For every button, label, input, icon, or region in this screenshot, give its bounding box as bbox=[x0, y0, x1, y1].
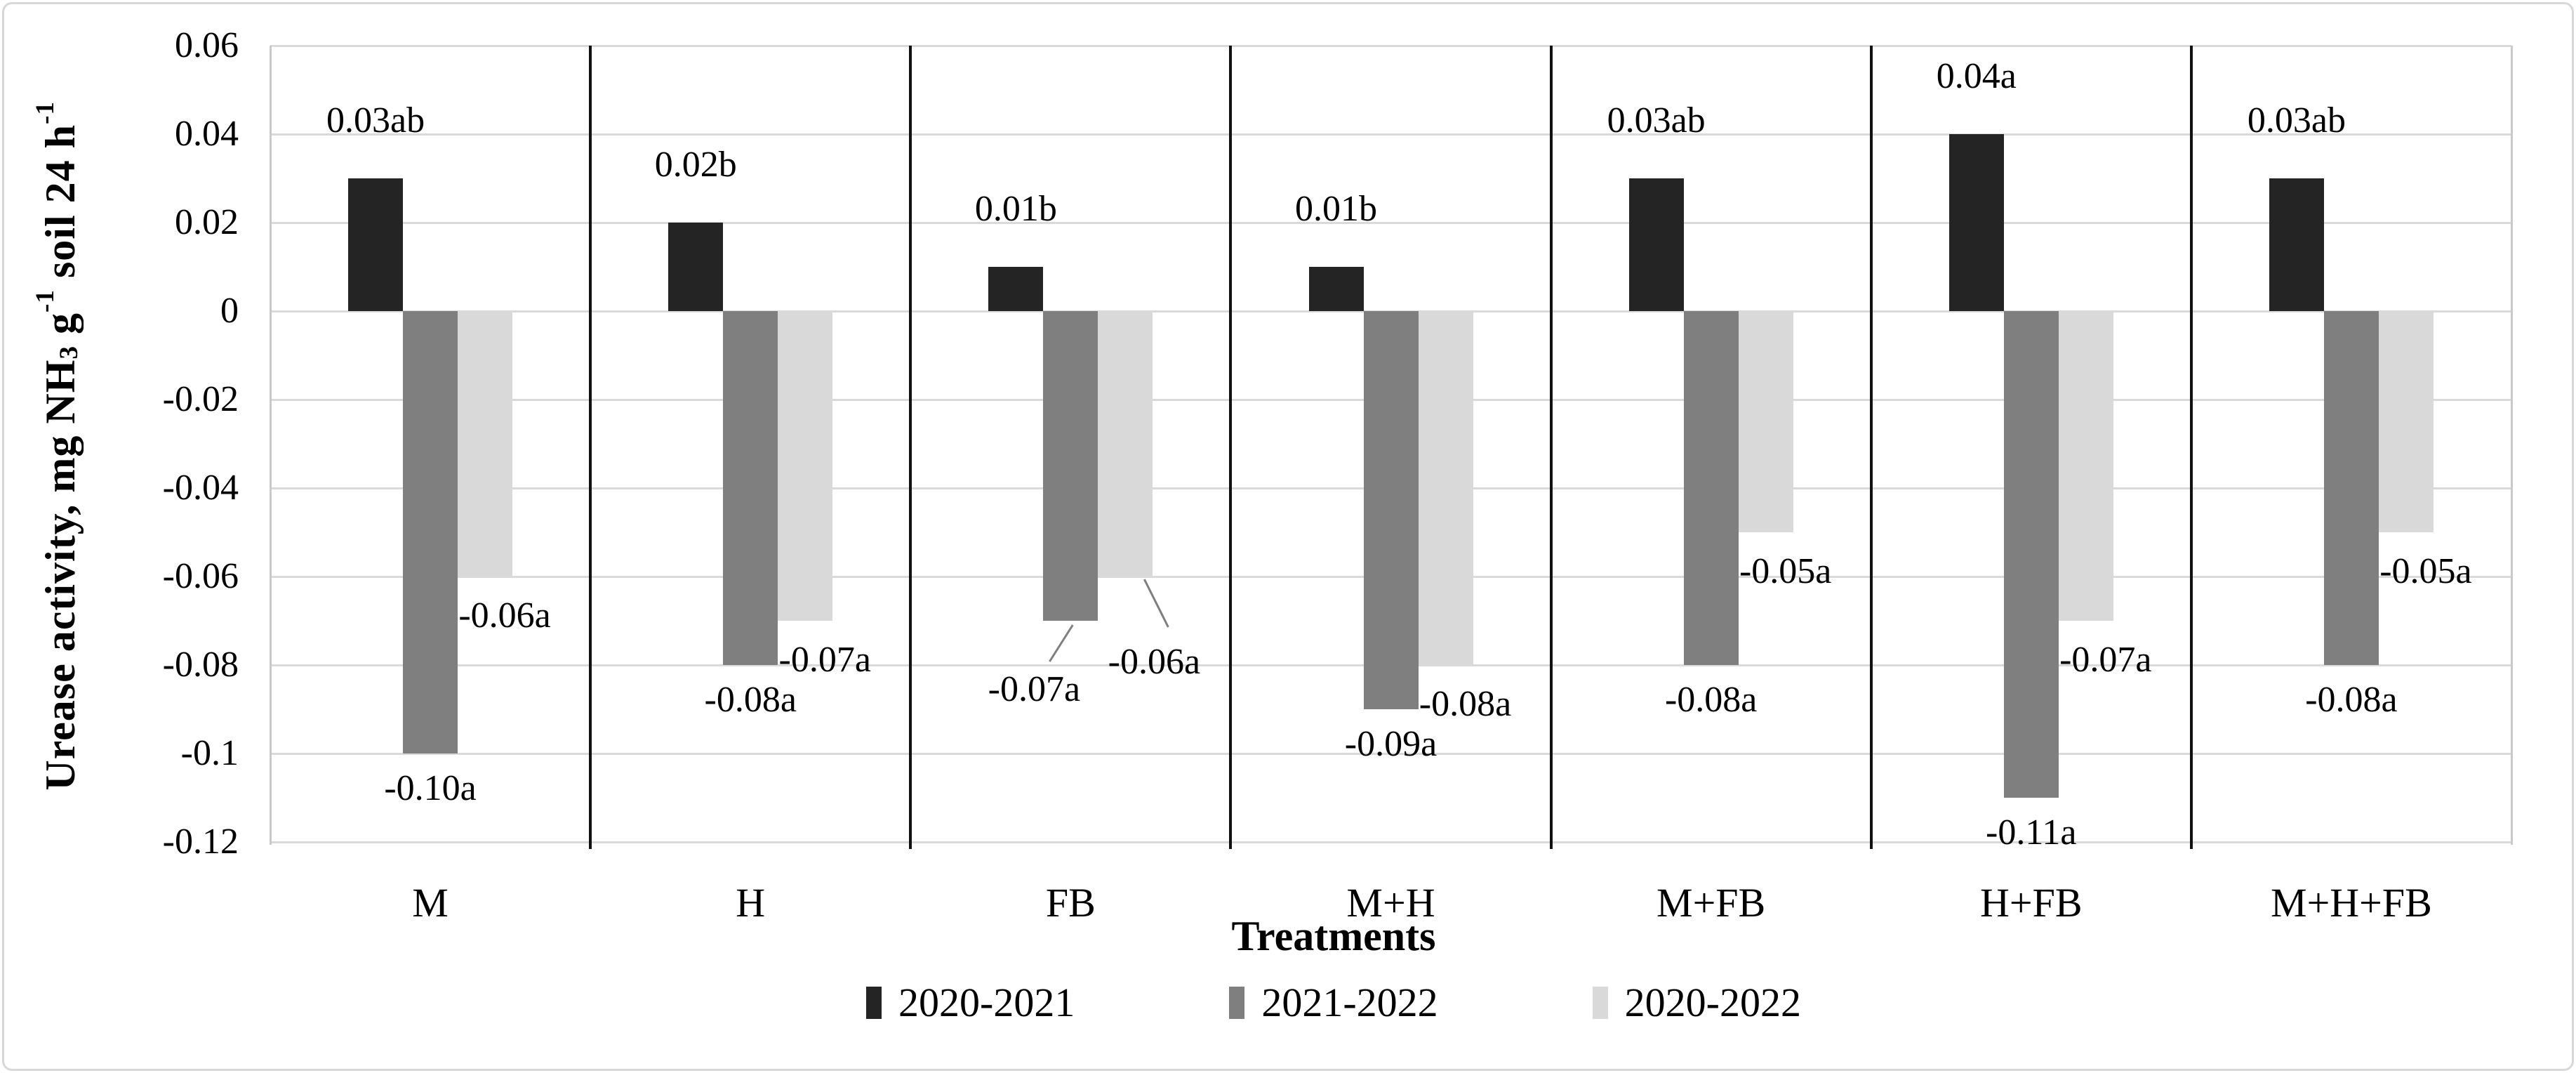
y-tick-label: -0.04 bbox=[162, 468, 239, 508]
data-label-2020-2021: 0.04a bbox=[1936, 56, 2017, 96]
data-label-2020-2021: 0.01b bbox=[1295, 189, 1377, 229]
bar-2021-2022 bbox=[1683, 311, 1739, 665]
x-category-label: M+FB bbox=[1657, 880, 1766, 926]
data-label-2021-2022: -0.11a bbox=[1986, 812, 2077, 853]
bar-2020-2022 bbox=[778, 311, 833, 621]
legend-item-2021-2022: 2021-2022 bbox=[1229, 980, 1438, 1025]
y-tick-label: 0 bbox=[220, 291, 239, 331]
bar-2020-2022 bbox=[1738, 311, 1793, 532]
legend-label: 2021-2022 bbox=[1261, 980, 1438, 1025]
data-label-2021-2022: -0.08a bbox=[704, 680, 797, 720]
bar-2020-2021 bbox=[668, 223, 724, 311]
data-label-2020-2022: -0.07a bbox=[2059, 640, 2152, 680]
bar-2021-2022 bbox=[723, 311, 778, 665]
legend: 2020-2021 2021-2022 2020-2022 bbox=[91, 980, 2576, 1025]
group-separator bbox=[909, 46, 912, 849]
data-label-2020-2021: 0.02b bbox=[654, 145, 737, 185]
data-label-2021-2022: -0.07a bbox=[988, 669, 1081, 709]
bar-2020-2022 bbox=[458, 311, 513, 577]
bar-2021-2022 bbox=[1363, 311, 1419, 709]
group-separator bbox=[1229, 46, 1233, 849]
data-label-2020-2022: -0.08a bbox=[1419, 684, 1512, 724]
data-label-leader-line bbox=[1143, 579, 1169, 628]
x-category-label: M+H+FB bbox=[2271, 880, 2432, 926]
x-category-label: H+FB bbox=[1980, 880, 2083, 926]
y-axis-title: Urease activity, mg NH3 g-1 soil 24 h-1 bbox=[15, 46, 100, 846]
gridline bbox=[270, 841, 2511, 843]
data-label-2020-2022: -0.07a bbox=[778, 640, 871, 680]
y-tick-label: -0.1 bbox=[180, 733, 239, 773]
group-separator bbox=[2189, 46, 2193, 849]
bar-2021-2022 bbox=[1043, 311, 1098, 621]
bar-2020-2021 bbox=[1308, 267, 1364, 311]
bar-2020-2022 bbox=[2058, 311, 2113, 621]
data-label-2020-2022: -0.05a bbox=[1739, 551, 1832, 591]
y-tick-label: -0.08 bbox=[162, 645, 239, 685]
y-tick-label: 0.04 bbox=[175, 114, 239, 154]
bar-2021-2022 bbox=[2003, 311, 2059, 798]
legend-item-2020-2021: 2020-2021 bbox=[866, 980, 1075, 1025]
gridline bbox=[270, 45, 2511, 47]
data-label-2021-2022: -0.08a bbox=[2305, 680, 2398, 720]
bar-2021-2022 bbox=[403, 311, 458, 753]
bar-2020-2022 bbox=[2378, 311, 2434, 532]
group-separator bbox=[1869, 46, 1873, 849]
bar-2020-2021 bbox=[988, 267, 1044, 311]
legend-swatch-icon bbox=[1229, 987, 1245, 1019]
data-label-2021-2022: -0.10a bbox=[384, 768, 477, 808]
bar-2020-2021 bbox=[348, 178, 404, 311]
legend-swatch-icon bbox=[1592, 987, 1608, 1019]
bar-2020-2022 bbox=[1418, 311, 1473, 665]
legend-label: 2020-2021 bbox=[898, 980, 1075, 1025]
gridline bbox=[270, 133, 2511, 136]
bar-2020-2021 bbox=[2269, 178, 2324, 311]
y-tick-label: -0.02 bbox=[162, 379, 239, 419]
x-category-label: FB bbox=[1045, 880, 1096, 926]
data-label-2020-2022: -0.05a bbox=[2379, 551, 2472, 591]
data-label-2020-2022: -0.06a bbox=[458, 595, 551, 636]
data-label-2021-2022: -0.09a bbox=[1344, 724, 1438, 764]
group-separator bbox=[1549, 46, 1553, 849]
x-category-label: M+H bbox=[1346, 880, 1435, 926]
data-label-2020-2022: -0.06a bbox=[1108, 642, 1201, 682]
x-category-label: M bbox=[412, 880, 449, 926]
data-label-2020-2021: 0.03ab bbox=[2247, 100, 2346, 140]
plot-right-edge bbox=[2511, 46, 2513, 845]
data-label-2020-2021: 0.03ab bbox=[326, 100, 425, 140]
legend-item-2020-2022: 2020-2022 bbox=[1592, 980, 1801, 1025]
data-label-2021-2022: -0.08a bbox=[1664, 680, 1758, 720]
legend-label: 2020-2022 bbox=[1624, 980, 1801, 1025]
y-axis-line bbox=[270, 46, 272, 845]
x-axis-title: Treatments bbox=[1231, 913, 1436, 959]
bar-2020-2022 bbox=[1098, 311, 1153, 577]
gridline bbox=[270, 222, 2511, 224]
bar-2021-2022 bbox=[2323, 311, 2379, 665]
bar-2020-2021 bbox=[1628, 178, 1684, 311]
bar-2020-2021 bbox=[1948, 134, 2004, 311]
x-category-label: H bbox=[736, 880, 766, 926]
y-tick-label: 0.06 bbox=[175, 25, 239, 65]
legend-swatch-icon bbox=[866, 987, 882, 1019]
data-label-2020-2021: 0.01b bbox=[974, 189, 1057, 229]
y-tick-label: -0.12 bbox=[162, 822, 239, 862]
data-label-2020-2021: 0.03ab bbox=[1607, 100, 1706, 140]
group-separator bbox=[589, 46, 592, 849]
y-tick-label: -0.06 bbox=[162, 556, 239, 596]
y-tick-label: 0.02 bbox=[175, 202, 239, 242]
gridline bbox=[270, 753, 2511, 755]
